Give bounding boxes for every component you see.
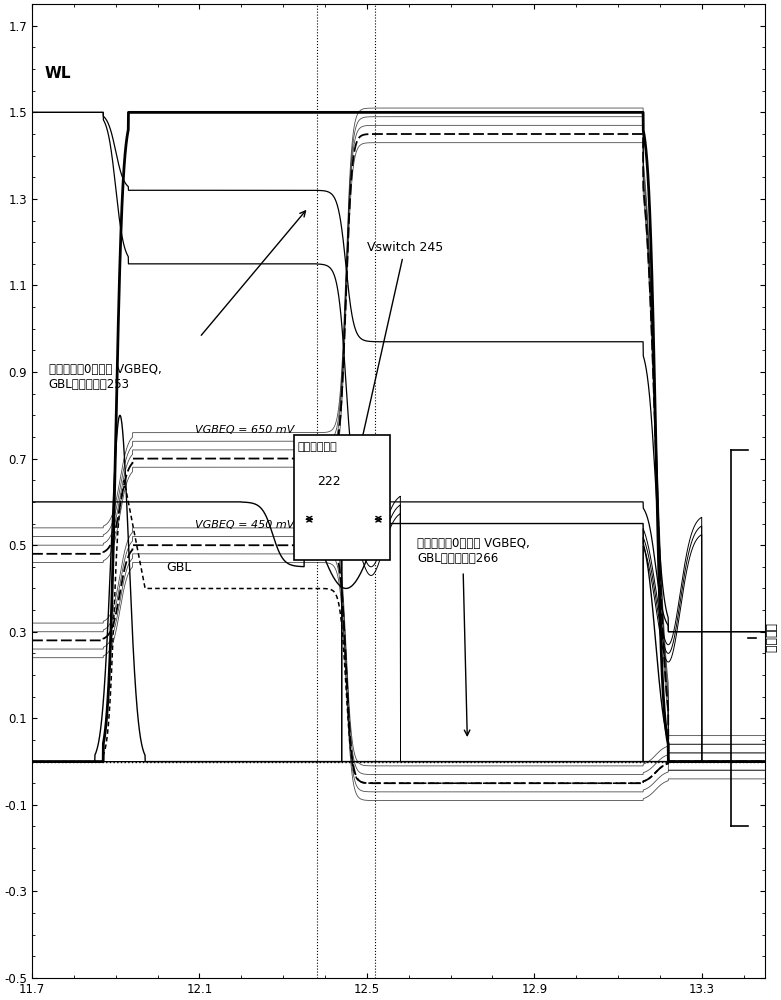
Text: 失败，对于0和高的 VGBEQ,
GBL转换到高。253: 失败，对于0和高的 VGBEQ, GBL转换到高。253 xyxy=(48,363,162,391)
Text: 222: 222 xyxy=(316,475,341,488)
FancyBboxPatch shape xyxy=(294,435,390,560)
Text: GBL: GBL xyxy=(166,561,191,574)
Text: 通过，对于0和低的 VGBEQ,
GBL转换到低。266: 通过，对于0和低的 VGBEQ, GBL转换到低。266 xyxy=(417,537,530,565)
Text: 信号显现: 信号显现 xyxy=(764,623,776,653)
Text: Vswitch 245: Vswitch 245 xyxy=(345,241,443,506)
Text: VGBEQ = 650 mV: VGBEQ = 650 mV xyxy=(195,425,294,435)
Text: 信号容度窗口: 信号容度窗口 xyxy=(298,442,337,452)
Text: VGBEQ = 450 mV: VGBEQ = 450 mV xyxy=(195,520,294,530)
Text: WL: WL xyxy=(45,66,71,81)
